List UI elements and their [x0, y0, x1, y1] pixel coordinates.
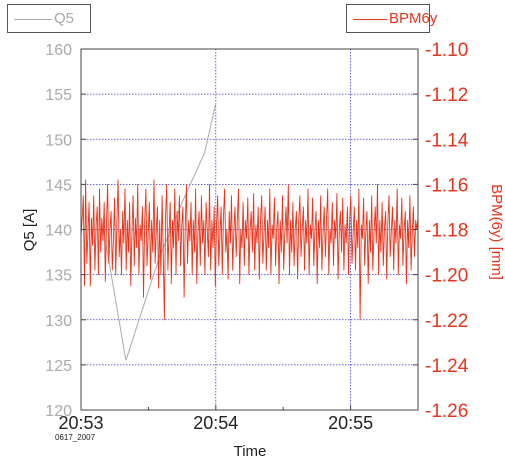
x-axis-ticks: 20:53 20:54 20:55 — [58, 405, 373, 433]
left-tick-label: 160 — [45, 42, 72, 59]
x-tick-label: 20:54 — [193, 413, 238, 433]
series-bpm6y — [80, 179, 419, 321]
right-tick-label: -1.26 — [425, 401, 468, 422]
footnote: 0617_2007 — [55, 433, 96, 442]
left-tick-label: 140 — [45, 223, 72, 240]
left-tick-label: 120 — [45, 403, 72, 420]
y-axis-label-right: BPM(6y) [mm] — [488, 184, 505, 280]
series-bpm6y-line — [80, 179, 419, 321]
right-tick-label: -1.18 — [425, 221, 468, 242]
legend-q5-label: Q5 — [54, 10, 75, 27]
right-tick-label: -1.20 — [425, 266, 468, 287]
right-tick-label: -1.14 — [425, 130, 469, 151]
right-tick-label: -1.10 — [425, 40, 468, 61]
legend-bpm6y: BPM6y — [346, 4, 437, 33]
x-tick-label: 20:53 — [58, 413, 103, 433]
left-tick-label: 145 — [45, 177, 72, 194]
right-tick-label: -1.12 — [425, 85, 468, 106]
legend-bpm6y-label: BPM6y — [389, 10, 438, 27]
legend-bpm6y-swatch — [353, 19, 387, 20]
left-axis-ticks: 120 125 130 135 140 145 150 155 160 — [45, 42, 86, 420]
x-tick-label: 20:55 — [328, 413, 373, 433]
left-tick-label: 155 — [45, 87, 72, 104]
left-tick-label: 135 — [45, 268, 72, 285]
y-axis-label-left: Q5 [A] — [21, 209, 38, 252]
right-tick-label: -1.24 — [425, 356, 469, 377]
left-tick-label: 150 — [45, 132, 72, 149]
right-tick-label: -1.22 — [425, 311, 468, 332]
right-tick-label: -1.16 — [425, 175, 468, 196]
legend-q5: Q5 — [7, 4, 91, 33]
left-tick-label: 125 — [45, 358, 72, 375]
left-tick-label: 130 — [45, 313, 72, 330]
x-axis-label: Time — [234, 443, 267, 458]
right-axis-ticks: -1.26 -1.24 -1.22 -1.20 -1.18 -1.16 -1.14 -1.12… — [413, 40, 469, 422]
legend-q5-swatch — [14, 19, 52, 20]
grid — [81, 49, 418, 410]
